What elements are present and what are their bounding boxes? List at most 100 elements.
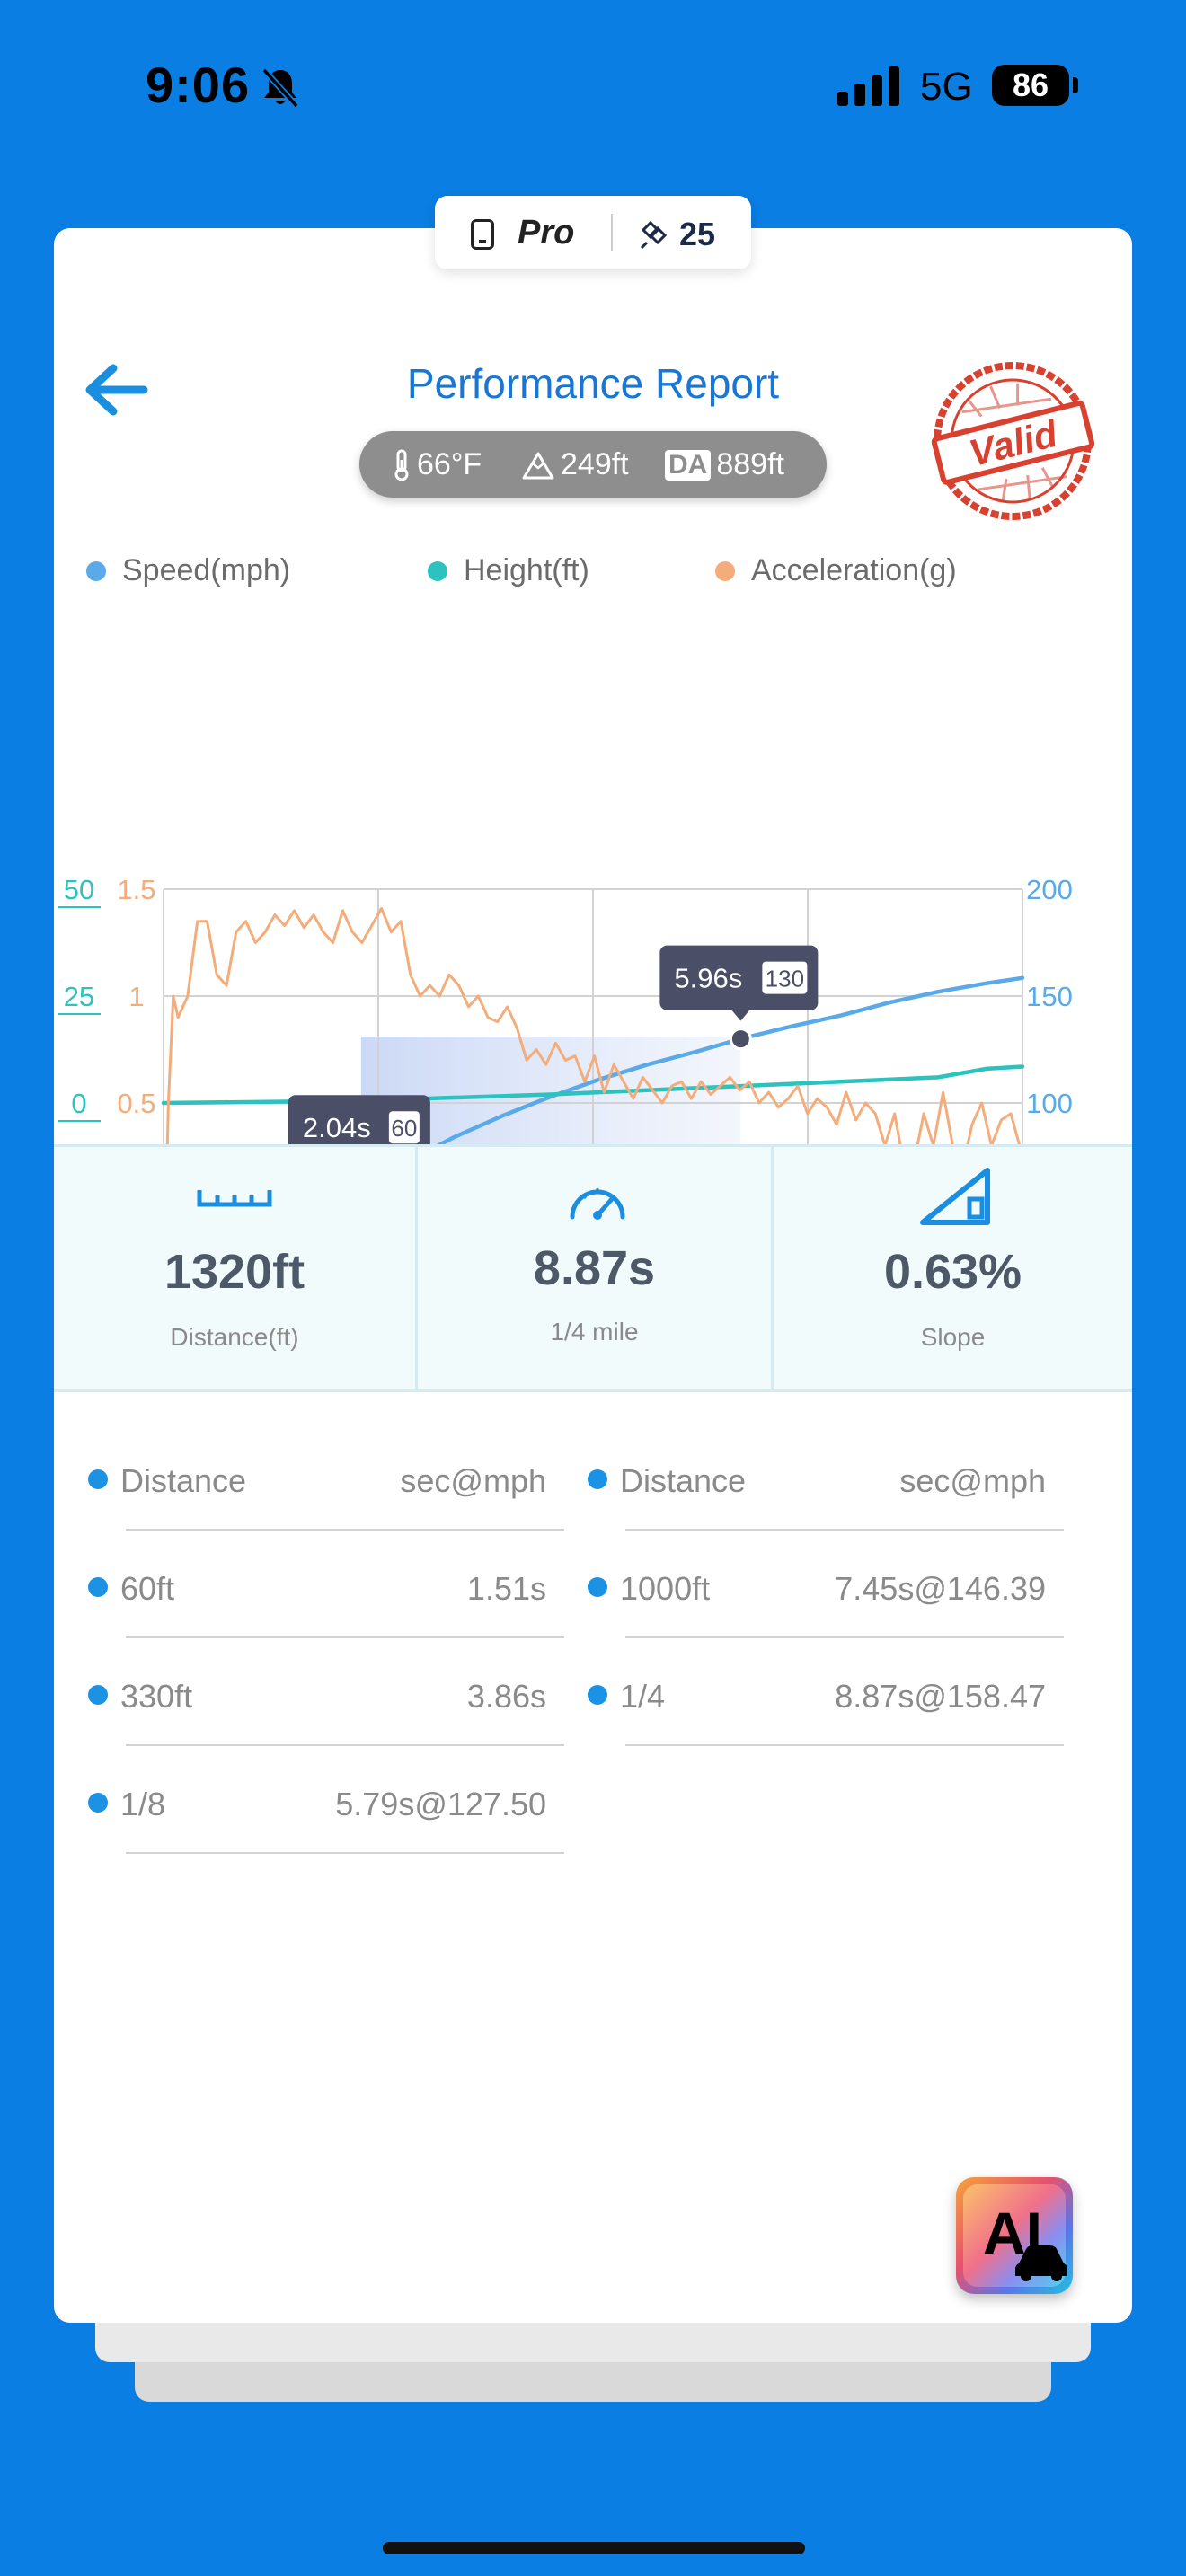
row-divider: [126, 1744, 564, 1746]
report-card: Performance Report 66°F 249ft DA 889ft: [54, 228, 1132, 2323]
legend-label-speed: Speed(mph): [122, 553, 291, 587]
thermometer-icon: [394, 449, 409, 481]
marker-0: 2.04s 60: [288, 1095, 430, 1200]
elevation-value: 249ft: [561, 447, 629, 481]
coin-count: 25: [679, 216, 716, 252]
conditions-pill: 66°F 249ft DA 889ft: [359, 431, 827, 498]
row-divider: [126, 1852, 564, 1854]
ai-assistant-button[interactable]: AI: [956, 2177, 1073, 2294]
legend-acceleration[interactable]: Acceleration(g): [715, 553, 957, 588]
stat-distance-label: Distance(ft): [170, 1323, 299, 1351]
stat-slope: 0.63% Slope: [771, 1147, 1132, 1389]
tick-label-acceleration: 1: [128, 981, 144, 1012]
table-row: 1/4 8.87s@158.47: [553, 1638, 1064, 1746]
marker-point: [729, 1028, 752, 1051]
row-divider: [625, 1636, 1064, 1638]
table-row: 1/8 5.79s@127.50: [54, 1746, 564, 1854]
row-dot: [88, 1577, 108, 1597]
density-altitude-value: 889ft: [716, 447, 784, 481]
da-badge: DA: [665, 449, 712, 481]
status-bar: 9:06 5G 86: [0, 0, 1186, 171]
row-dot: [588, 1469, 607, 1489]
table-row: 60ft 1.51s: [54, 1531, 564, 1638]
tick-label-acceleration: 1.5: [117, 874, 155, 905]
marker-time-label: 5.96s: [674, 963, 742, 994]
row-value: 3.86s: [466, 1678, 546, 1715]
row-dot: [588, 1577, 607, 1597]
bell-muted-icon: [261, 67, 299, 109]
car-icon: [1015, 2245, 1067, 2281]
network-type: 5G: [920, 65, 973, 109]
row-key: Distance: [120, 1462, 247, 1499]
plan-pill[interactable]: Pro 25: [435, 196, 751, 269]
marker-speed-badge: [388, 1111, 420, 1144]
row-value: 1.51s: [466, 1570, 546, 1607]
legend-height[interactable]: Height(ft): [428, 553, 589, 588]
row-value: 8.87s@158.47: [835, 1678, 1046, 1715]
pill-divider: [611, 214, 613, 251]
stats-panel: 1320ft Distance(ft) 8.87s 1/4 mile 0.63%…: [54, 1144, 1132, 1392]
row-dot: [88, 1685, 108, 1705]
marker-speed-value: 60: [391, 1115, 417, 1142]
table-row: Distance sec@mph: [553, 1423, 1064, 1531]
legend-label-acceleration: Acceleration(g): [751, 553, 957, 587]
row-divider: [126, 1636, 564, 1638]
temperature-value: 66°F: [417, 447, 482, 481]
row-key: 1/4: [620, 1678, 666, 1715]
marker-speed-badge: [762, 961, 808, 994]
row-key: 1000ft: [620, 1570, 711, 1607]
stat-slope-value: 0.63%: [883, 1245, 1022, 1299]
speedometer-icon: [570, 1188, 625, 1220]
device-icon: [471, 219, 494, 250]
table-row: 1000ft 7.45s@146.39: [553, 1531, 1064, 1638]
marker-time-label: 2.04s: [303, 1112, 371, 1143]
stat-distance-value: 1320ft: [164, 1245, 305, 1299]
row-value: sec@mph: [400, 1462, 546, 1499]
results-column-right: Distance sec@mph 1000ft 7.45s@146.39 1/4…: [553, 1423, 1064, 1746]
stat-quarter-mile-value: 8.87s: [533, 1241, 656, 1295]
elevation: 249ft: [521, 447, 629, 482]
home-indicator: [383, 2542, 805, 2554]
stat-slope-label: Slope: [920, 1323, 986, 1351]
table-row: Distance sec@mph: [54, 1423, 564, 1531]
temperature: 66°F: [392, 447, 482, 482]
legend-dot-acceleration: [715, 560, 735, 581]
legend-speed[interactable]: Speed(mph): [86, 553, 290, 588]
tick-label-height: 25: [64, 981, 94, 1012]
density-altitude: DA 889ft: [665, 447, 784, 482]
row-key: Distance: [620, 1462, 747, 1499]
tick-label-acceleration: 0.5: [117, 1088, 155, 1119]
row-dot: [88, 1793, 108, 1813]
row-divider: [625, 1529, 1064, 1531]
tick-label-speed: 100: [1026, 1088, 1073, 1119]
row-key: 1/8: [120, 1786, 166, 1822]
row-value: 5.79s@127.50: [335, 1786, 546, 1822]
results-column-left: Distance sec@mph 60ft 1.51s 330ft 3.86s …: [54, 1423, 564, 1854]
marker-tooltip-pointer: [731, 1010, 750, 1021]
row-divider: [625, 1744, 1064, 1746]
legend-dot-speed: [86, 560, 106, 581]
legend-dot-height: [428, 560, 447, 581]
tick-label-height: 50: [64, 874, 94, 905]
legend-label-height: Height(ft): [464, 553, 589, 587]
cellular-signal-icon: [837, 66, 899, 106]
back-arrow-icon[interactable]: [81, 363, 149, 417]
battery-icon: 86: [992, 65, 1069, 106]
chart-legend: Speed(mph) Height(ft) Acceleration(g): [86, 553, 1111, 598]
stat-quarter-mile-label: 1/4 mile: [550, 1318, 639, 1345]
row-dot: [588, 1685, 607, 1705]
series-line-accel: [162, 906, 1024, 1308]
table-row: 330ft 3.86s: [54, 1638, 564, 1746]
ruler-icon: [197, 1190, 272, 1207]
row-key: 60ft: [120, 1570, 175, 1607]
stat-quarter-mile: 8.87s 1/4 mile: [415, 1147, 771, 1389]
stat-distance: 1320ft Distance(ft): [54, 1147, 415, 1389]
row-divider: [126, 1529, 564, 1531]
coin-icon: [640, 220, 668, 250]
battery-tip: [1073, 77, 1078, 93]
plan-label: Pro: [518, 214, 575, 251]
row-value: sec@mph: [899, 1462, 1046, 1499]
tick-label-height: 0: [71, 1088, 86, 1119]
ai-button-face: AI: [963, 2184, 1067, 2287]
marker-1: 5.96s 130: [659, 945, 819, 1051]
